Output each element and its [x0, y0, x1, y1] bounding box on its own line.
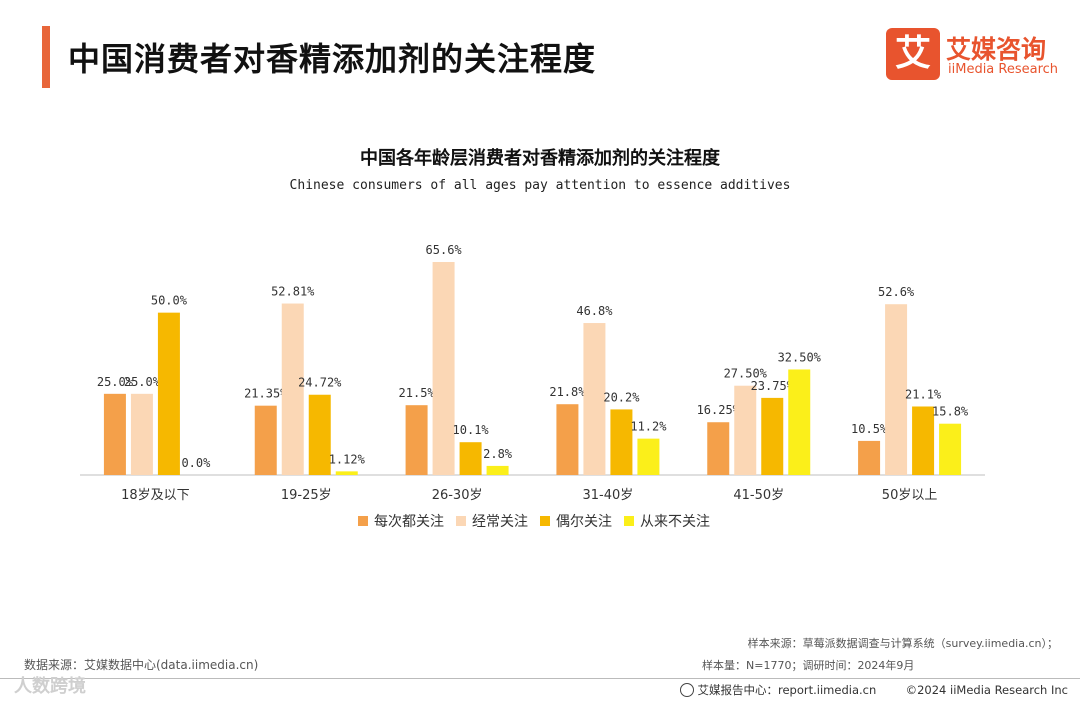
bar-2-1	[130, 393, 153, 475]
bar-2-2	[281, 303, 304, 475]
bar-3-5	[761, 397, 784, 475]
data-label: 32.50%	[778, 350, 822, 364]
data-label: 24.72%	[298, 376, 342, 390]
page-title: 中国消费者对香精添加剂的关注程度	[68, 40, 597, 78]
logo-chinese-name: 艾媒咨询	[946, 35, 1047, 64]
data-label: 20.2%	[603, 390, 640, 404]
data-source: 数据来源：艾媒数据中心(data.iimedia.cn)	[24, 658, 259, 672]
x-tick-label: 31-40岁	[583, 488, 634, 503]
data-label: 50.0%	[151, 294, 188, 308]
logo-english-name: iiMedia Research	[948, 62, 1059, 77]
data-label: 21.1%	[905, 387, 942, 401]
legend-swatch-3	[540, 516, 550, 526]
data-label: 23.75%	[751, 379, 795, 393]
sample-source: 样本来源：草莓派数据调查与计算系统（survey.iimedia.cn）；	[747, 637, 1058, 650]
data-label: 25.0%	[97, 375, 134, 389]
bar-4-3	[486, 465, 509, 475]
brand-logo: 艾 艾媒咨询 iiMedia Research	[886, 28, 1066, 82]
legend-label-2: 经常关注	[472, 514, 528, 530]
data-label: 2.8%	[483, 447, 513, 461]
bar-2-5	[734, 385, 757, 475]
bar-4-2	[335, 471, 358, 475]
bar-3-4	[610, 409, 633, 475]
data-label: 65.6%	[426, 243, 463, 257]
bar-3-6	[912, 406, 935, 475]
bar-3-2	[308, 394, 331, 475]
sample-size: 样本量：N=1770；调研时间：2024年9月	[702, 659, 915, 672]
x-tick-label: 19-25岁	[281, 488, 332, 503]
bar-4-4	[637, 438, 660, 475]
legend-label-3: 偶尔关注	[556, 514, 612, 530]
chart-subtitle: Chinese consumers of all ages pay attent…	[289, 178, 791, 193]
data-label: 27.50%	[724, 367, 768, 381]
legend-swatch-4	[624, 516, 634, 526]
bar-1-5	[707, 422, 730, 475]
data-label: 21.5%	[399, 386, 436, 400]
title-accent-bar	[42, 26, 50, 88]
data-label: 21.8%	[549, 385, 586, 399]
data-label: 1.12%	[329, 452, 366, 466]
legend-label-4: 从来不关注	[640, 514, 710, 530]
x-tick-label: 41-50岁	[733, 488, 784, 503]
copyright: ©2024 iiMedia Research Inc	[905, 683, 1068, 697]
watermark: 人数跨境	[14, 676, 86, 697]
bar-4-5	[788, 369, 811, 475]
legend-label-1: 每次都关注	[374, 514, 444, 530]
data-label: 52.81%	[271, 285, 315, 299]
bar-3-1	[157, 312, 180, 475]
x-tick-label: 18岁及以下	[121, 488, 190, 503]
legend-swatch-1	[358, 516, 368, 526]
data-label: 52.6%	[878, 285, 915, 299]
logo-icon: 艾	[886, 28, 940, 80]
bar-4-6	[939, 423, 962, 475]
data-label: 10.5%	[851, 422, 888, 436]
report-center: 艾媒报告中心：report.iimedia.cn	[697, 683, 877, 697]
legend-swatch-2	[456, 516, 466, 526]
data-label: 10.1%	[453, 423, 490, 437]
bar-2-4	[583, 323, 606, 475]
data-label: 16.25%	[697, 403, 741, 417]
data-label: 15.8%	[932, 405, 969, 419]
bar-chart: 25.0%25.0% 50.0% 0.0% 18岁及以下 21.35% 52.81% 24.…	[80, 243, 985, 530]
data-label: 25.0%	[124, 375, 161, 389]
bar-2-6	[885, 304, 908, 475]
bar-1-3	[405, 405, 428, 475]
globe-icon	[679, 683, 694, 697]
bar-1-6	[858, 440, 881, 475]
bar-1-2	[254, 405, 277, 475]
data-label: 46.8%	[576, 304, 613, 318]
data-label: 11.2%	[630, 420, 667, 434]
x-tick-label: 50岁以上	[882, 488, 938, 503]
chart-title: 中国各年龄层消费者对香精添加剂的关注程度	[360, 148, 720, 169]
bar-1-4	[556, 404, 579, 475]
x-tick-label: 26-30岁	[432, 488, 483, 503]
data-label: 21.35%	[244, 387, 288, 401]
bar-3-3	[459, 442, 482, 475]
bar-1-1	[103, 393, 126, 475]
bar-2-3	[432, 262, 455, 475]
data-label: 0.0%	[181, 456, 211, 470]
footer-bottom: 艾媒报告中心：report.iimedia.cn ©2024 iiMedia R…	[679, 682, 1068, 698]
footer-divider	[0, 678, 1080, 679]
